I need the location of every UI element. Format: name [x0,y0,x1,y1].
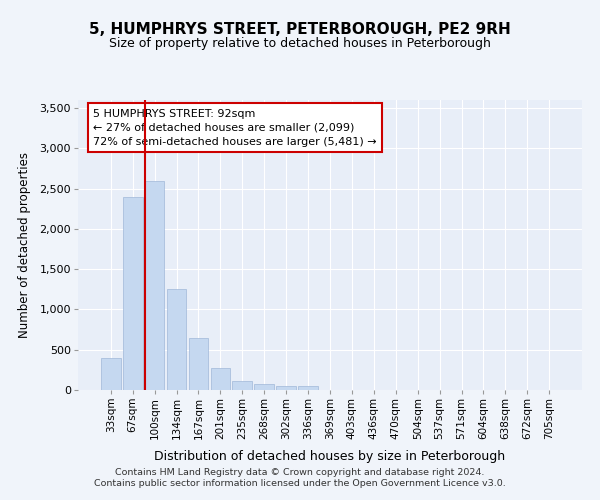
Bar [276,386,296,390]
Bar [298,386,318,390]
X-axis label: Distribution of detached houses by size in Peterborough: Distribution of detached houses by size … [154,450,506,463]
Bar [145,180,164,390]
Text: 5 HUMPHRYS STREET: 92sqm
← 27% of detached houses are smaller (2,099)
72% of sem: 5 HUMPHRYS STREET: 92sqm ← 27% of detach… [93,108,377,146]
Bar [123,196,143,390]
Text: Size of property relative to detached houses in Peterborough: Size of property relative to detached ho… [109,38,491,51]
Bar [167,290,187,390]
Bar [254,384,274,390]
Bar [211,368,230,390]
Text: Contains HM Land Registry data © Crown copyright and database right 2024.
Contai: Contains HM Land Registry data © Crown c… [94,468,506,487]
Bar [188,338,208,390]
Bar [101,358,121,390]
Y-axis label: Number of detached properties: Number of detached properties [18,152,31,338]
Text: 5, HUMPHRYS STREET, PETERBOROUGH, PE2 9RH: 5, HUMPHRYS STREET, PETERBOROUGH, PE2 9R… [89,22,511,38]
Bar [232,381,252,390]
